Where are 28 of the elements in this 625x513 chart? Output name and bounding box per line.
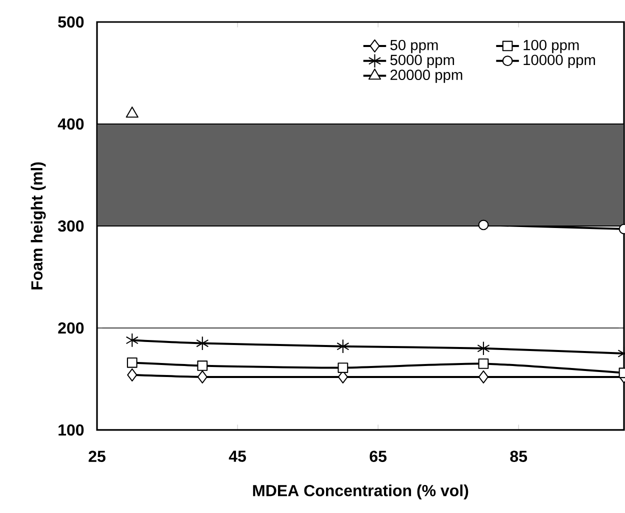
y-axis-title: Foam height (ml) [30,162,46,290]
y-tick-label: 100 [58,424,84,436]
x-axis-title: MDEA Concentration (% vol) [253,484,468,500]
x-tick-label: 45 [228,450,246,462]
point [126,333,138,348]
legend-label: 50 ppm [390,40,438,54]
point [126,357,138,368]
point [126,106,138,118]
y-tick-label: 400 [58,118,84,130]
legend-label: 20000 ppm [390,70,462,83]
legend-label: 5000 ppm [390,54,454,68]
point [336,339,350,354]
point [197,360,208,371]
x-tick-label: 25 [88,450,106,462]
x-tick-label: 65 [370,450,387,462]
legend-label: 10000 ppm [524,54,595,68]
legend-label: 100 ppm [524,40,579,54]
point [127,368,138,382]
point [196,336,209,350]
point [478,370,488,384]
y-tick-label: 500 [58,16,84,28]
point [338,362,348,373]
x-tick-label: 85 [510,450,528,462]
point [478,358,489,369]
y-tick-label: 200 [58,322,84,334]
point [197,370,208,384]
point [477,341,490,356]
y-tick-label: 300 [58,220,84,232]
